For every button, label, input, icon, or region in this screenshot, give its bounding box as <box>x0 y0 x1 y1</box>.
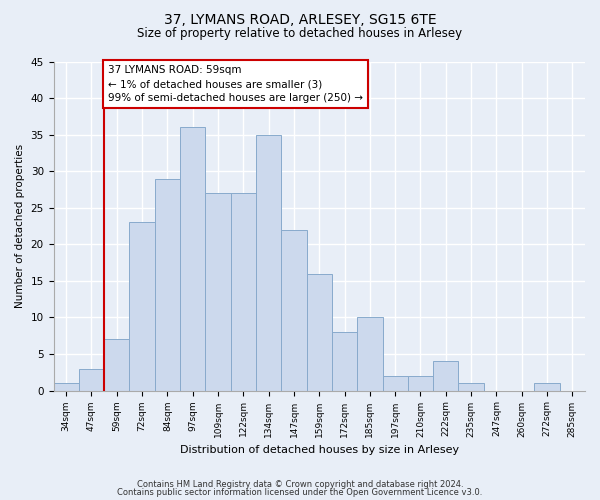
Bar <box>180 128 205 390</box>
Bar <box>53 384 79 390</box>
Bar <box>357 318 383 390</box>
Bar <box>205 193 230 390</box>
Bar <box>332 332 357 390</box>
Bar <box>230 193 256 390</box>
Bar <box>281 230 307 390</box>
Text: Contains HM Land Registry data © Crown copyright and database right 2024.: Contains HM Land Registry data © Crown c… <box>137 480 463 489</box>
Bar <box>130 222 155 390</box>
Bar <box>383 376 408 390</box>
Bar <box>155 178 180 390</box>
Bar <box>535 384 560 390</box>
Text: Size of property relative to detached houses in Arlesey: Size of property relative to detached ho… <box>137 28 463 40</box>
X-axis label: Distribution of detached houses by size in Arlesey: Distribution of detached houses by size … <box>180 445 459 455</box>
Text: 37, LYMANS ROAD, ARLESEY, SG15 6TE: 37, LYMANS ROAD, ARLESEY, SG15 6TE <box>164 12 436 26</box>
Text: Contains public sector information licensed under the Open Government Licence v3: Contains public sector information licen… <box>118 488 482 497</box>
Bar <box>256 134 281 390</box>
Bar <box>307 274 332 390</box>
Bar <box>433 362 458 390</box>
Bar <box>79 368 104 390</box>
Bar <box>408 376 433 390</box>
Text: 37 LYMANS ROAD: 59sqm
← 1% of detached houses are smaller (3)
99% of semi-detach: 37 LYMANS ROAD: 59sqm ← 1% of detached h… <box>108 65 363 103</box>
Bar <box>458 384 484 390</box>
Bar <box>104 340 130 390</box>
Y-axis label: Number of detached properties: Number of detached properties <box>15 144 25 308</box>
